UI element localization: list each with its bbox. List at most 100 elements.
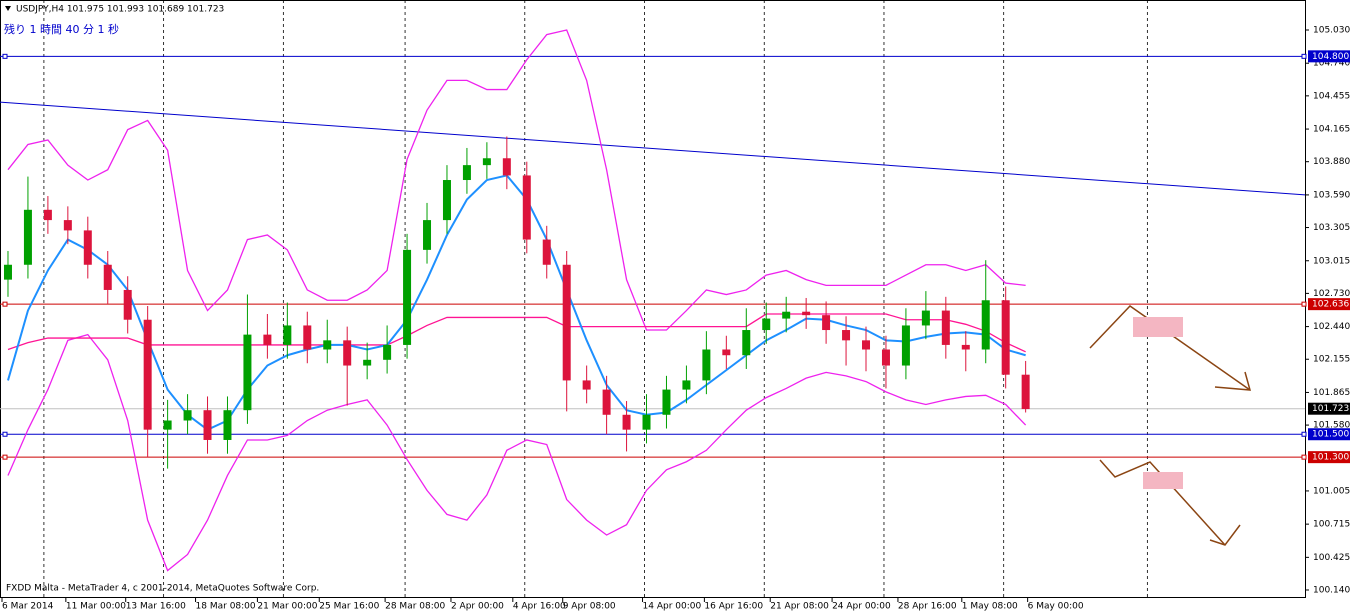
candle-body [123, 289, 132, 320]
candle-body [343, 340, 352, 366]
x-tick-label: 11 Mar 00:00 [66, 602, 126, 612]
level-handle [1301, 454, 1307, 460]
level-handle [1301, 431, 1307, 437]
candle-body [243, 334, 252, 411]
collapse-icon [5, 6, 11, 11]
x-tick-label: 21 Apr 08:00 [770, 602, 829, 612]
candle-body [3, 264, 12, 280]
candle-body [682, 380, 691, 390]
level-handle [2, 301, 8, 307]
candle-body [403, 249, 412, 345]
y-tick-label: 105.030 [1313, 26, 1350, 36]
candle-body [223, 410, 232, 440]
candle-body [63, 220, 72, 231]
zone [1143, 472, 1183, 489]
level-box [1308, 402, 1350, 415]
level-handle [2, 454, 8, 460]
candle-body [163, 420, 172, 430]
candle-body [941, 310, 950, 345]
candle-body [23, 209, 32, 265]
candle-body [742, 330, 751, 356]
x-tick-label: 13 Mar 16:00 [126, 602, 186, 612]
chart-title: USDJPY,H4 101.975 101.993 101.689 101.72… [16, 5, 224, 15]
candle-body [143, 319, 152, 430]
candle-body [981, 300, 990, 350]
y-tick-label: 101.580 [1313, 421, 1350, 431]
x-tick-label: 1 May 08:00 [962, 602, 1018, 612]
candle-body [702, 349, 711, 381]
candle-body [442, 180, 451, 221]
candle-body [921, 310, 930, 326]
x-tick-label: 21 Mar 00:00 [257, 602, 317, 612]
candle-body [323, 340, 332, 350]
candle-body [303, 325, 312, 350]
x-tick-label: 6 Mar 2014 [2, 602, 54, 612]
candle-body [423, 220, 432, 250]
candle-body [602, 389, 611, 415]
candle-body [582, 380, 591, 390]
level-label: 101.723 [1312, 404, 1349, 414]
drawn-arrows [1089, 305, 1252, 546]
trendline [0, 101, 1306, 196]
y-tick-label: 102.155 [1313, 355, 1350, 365]
countdown: 残り 1 時間 40 分 1 秒 [4, 22, 119, 36]
y-tick-label: 102.440 [1313, 322, 1350, 332]
x-tick-label: 2 Apr 00:00 [451, 602, 504, 612]
candle-body [562, 264, 571, 381]
level-label: 101.300 [1312, 453, 1349, 463]
candle-body [203, 410, 212, 440]
candle-body [802, 311, 811, 316]
y-tick-label: 103.590 [1313, 190, 1350, 200]
x-tick-label: 24 Apr 00:00 [832, 602, 891, 612]
arrow-head [1214, 371, 1252, 391]
x-tick-label: 4 Apr 16:00 [513, 602, 566, 612]
x-tick-label: 28 Apr 16:00 [898, 602, 957, 612]
candle-body [283, 325, 292, 345]
y-tick-label: 100.425 [1313, 553, 1350, 563]
candle-body [762, 318, 771, 331]
x-tick-label: 6 May 00:00 [1028, 602, 1084, 612]
candle-body [502, 158, 511, 176]
arrow [1089, 305, 1251, 391]
candle-body [881, 349, 890, 366]
level-handle [1301, 301, 1307, 307]
level-handle [2, 431, 8, 437]
candle-body [622, 414, 631, 430]
candle-body [901, 325, 910, 366]
candle-body [183, 410, 192, 421]
candle-body [462, 165, 471, 181]
plot-layer [0, 0, 1307, 598]
y-tick-label: 103.305 [1313, 223, 1350, 233]
level-label: 101.500 [1312, 430, 1349, 440]
y-tick-label: 101.865 [1313, 388, 1350, 398]
level-label: 102.636 [1312, 300, 1349, 310]
candle-body [103, 264, 112, 290]
candle-body [862, 340, 871, 350]
arrow [1099, 459, 1226, 546]
arrow-head [1209, 524, 1241, 546]
candle-body [961, 344, 970, 350]
indicator-line [7, 29, 1026, 331]
level-handle [1301, 53, 1307, 59]
x-tick-label: 14 Apr 00:00 [643, 602, 702, 612]
candle-body [1021, 374, 1030, 410]
candle-body [43, 209, 52, 221]
y-tick-label: 103.015 [1313, 256, 1350, 266]
level-box [1308, 50, 1350, 63]
candle-body [383, 344, 392, 360]
level-box [1308, 451, 1350, 464]
y-tick-label: 103.880 [1313, 157, 1350, 167]
y-tick-label: 101.005 [1313, 486, 1350, 496]
footer: FXDD Malta - MetaTrader 4, c 2001-2014, … [6, 584, 319, 594]
x-tick-label: 9 Apr 08:00 [563, 602, 616, 612]
indicator-line [7, 333, 1027, 572]
candle-body [263, 334, 272, 345]
candle-body [782, 311, 791, 319]
candle-body [522, 175, 531, 240]
candle-body [1001, 300, 1010, 375]
x-tick-label: 28 Mar 08:00 [385, 602, 445, 612]
y-tick-label: 104.455 [1313, 91, 1350, 101]
x-tick-label: 16 Apr 16:00 [704, 602, 763, 612]
